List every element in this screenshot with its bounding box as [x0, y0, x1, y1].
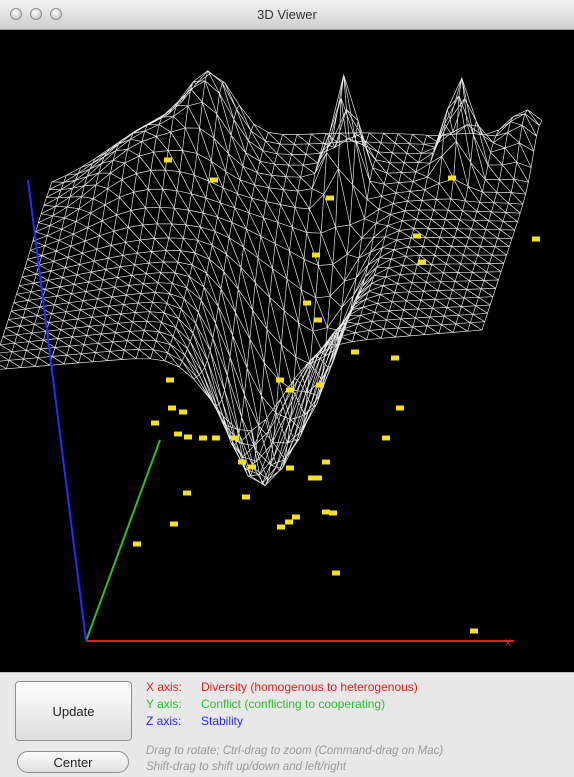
- data-point: [418, 259, 426, 265]
- 3d-viewport[interactable]: x: [0, 30, 574, 672]
- data-points: [133, 157, 540, 634]
- data-point: [314, 475, 322, 481]
- legend-x-key: X axis:: [146, 680, 183, 694]
- control-panel: Update Center X axis: Diversity (homogeno…: [0, 672, 574, 777]
- data-point: [168, 405, 176, 411]
- data-point: [329, 510, 337, 516]
- data-point: [285, 519, 293, 525]
- data-point: [179, 409, 187, 415]
- data-point: [166, 377, 174, 383]
- zoom-button[interactable]: [50, 8, 62, 20]
- legend-x-description: Diversity (homogenous to heterogenous): [201, 680, 418, 694]
- data-point: [326, 195, 334, 201]
- data-point: [322, 509, 330, 515]
- data-point: [322, 459, 330, 465]
- data-point: [210, 177, 218, 183]
- update-button[interactable]: Update: [15, 681, 132, 741]
- hint-rotate-zoom: Drag to rotate; Ctrl-drag to zoom (Comma…: [146, 745, 444, 757]
- data-point: [277, 524, 285, 530]
- data-point: [391, 355, 399, 361]
- data-point: [351, 349, 359, 355]
- legend-z: Z axis: Stability: [146, 713, 418, 730]
- data-point: [314, 317, 322, 323]
- legend-y-key: Y axis:: [146, 697, 182, 711]
- center-button[interactable]: Center: [17, 751, 129, 773]
- data-point: [448, 175, 456, 181]
- close-button[interactable]: [10, 8, 22, 20]
- legend-z-description: Stability: [201, 714, 244, 728]
- window-title: 3D Viewer: [257, 7, 317, 22]
- x-axis-end-label: x: [505, 635, 511, 649]
- data-point: [199, 435, 207, 441]
- legend-z-key: Z axis:: [146, 714, 182, 728]
- axis-legend: X axis: Diversity (homogenous to heteroge…: [146, 679, 418, 730]
- data-point: [231, 435, 239, 441]
- data-point: [242, 494, 250, 500]
- data-point: [286, 387, 294, 393]
- data-point: [332, 570, 340, 576]
- legend-x: X axis: Diversity (homogenous to heteroge…: [146, 679, 418, 696]
- legend-y: Y axis: Conflict (conflicting to cooperat…: [146, 696, 418, 713]
- data-point: [170, 521, 178, 527]
- data-point: [174, 431, 182, 437]
- data-point: [396, 405, 404, 411]
- data-point: [212, 435, 220, 441]
- wireframe-lines: [0, 70, 543, 487]
- data-point: [151, 420, 159, 426]
- minimize-button[interactable]: [30, 8, 42, 20]
- data-point: [413, 233, 421, 239]
- data-point: [292, 514, 300, 520]
- data-point: [286, 465, 294, 471]
- data-point: [303, 300, 311, 306]
- data-point: [312, 252, 320, 258]
- surface-mesh: [0, 70, 543, 487]
- data-point: [164, 157, 172, 163]
- data-point: [532, 236, 540, 242]
- data-point: [276, 377, 284, 383]
- data-point: [248, 464, 256, 470]
- data-point: [183, 490, 191, 496]
- data-point: [238, 459, 246, 465]
- data-point: [470, 628, 478, 634]
- hint-shift: Shift-drag to shift up/down and left/rig…: [146, 761, 347, 773]
- data-point: [316, 382, 324, 388]
- 3d-scene[interactable]: x: [0, 30, 574, 672]
- data-point: [184, 434, 192, 440]
- data-point: [308, 475, 316, 481]
- z-axis-line: [27, 179, 87, 642]
- interaction-hints: Drag to rotate; Ctrl-drag to zoom (Comma…: [146, 743, 443, 775]
- y-axis-line: [85, 439, 161, 642]
- title-bar[interactable]: 3D Viewer: [0, 0, 574, 30]
- data-point: [382, 435, 390, 441]
- data-point: [133, 541, 141, 547]
- legend-y-description: Conflict (conflicting to cooperating): [201, 697, 386, 711]
